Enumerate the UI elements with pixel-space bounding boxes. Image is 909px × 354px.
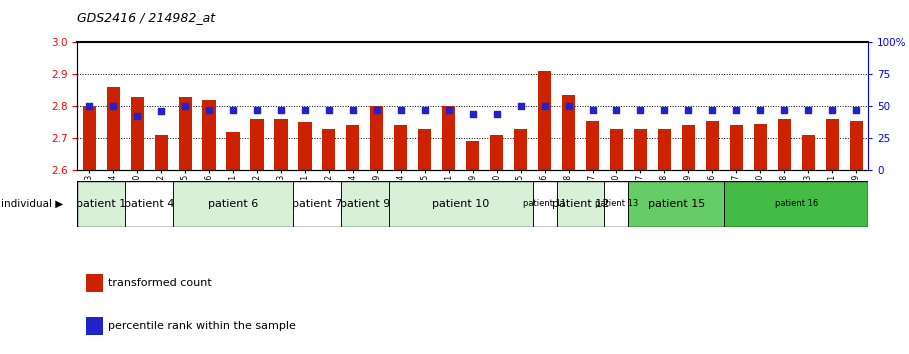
Bar	[466, 141, 479, 170]
Bar	[346, 125, 359, 170]
Point	[297, 107, 312, 113]
Bar	[298, 122, 312, 170]
Bar	[604, 181, 628, 227]
Bar	[226, 132, 240, 170]
Point	[705, 107, 720, 113]
Text: patient 1: patient 1	[76, 199, 126, 209]
Bar	[634, 129, 647, 170]
Point	[130, 114, 145, 119]
Point	[824, 107, 839, 113]
Bar	[682, 125, 695, 170]
Bar	[850, 121, 863, 170]
Bar	[125, 181, 173, 227]
Bar	[825, 119, 839, 170]
Point	[154, 108, 168, 114]
Bar	[250, 119, 264, 170]
Bar	[730, 125, 743, 170]
Text: patient 4: patient 4	[124, 199, 175, 209]
Point	[585, 107, 600, 113]
Bar	[586, 121, 599, 170]
Text: patient 7: patient 7	[292, 199, 342, 209]
Point	[417, 107, 432, 113]
Bar	[490, 135, 504, 170]
Bar	[610, 129, 623, 170]
Point	[274, 107, 288, 113]
Point	[777, 107, 792, 113]
Point	[657, 107, 672, 113]
Bar	[106, 87, 120, 170]
Point	[106, 103, 121, 109]
Point	[82, 103, 96, 109]
Bar	[777, 119, 791, 170]
Point	[250, 107, 265, 113]
Text: patient 12: patient 12	[552, 199, 609, 209]
Bar	[178, 97, 192, 170]
Point	[537, 103, 552, 109]
Bar	[533, 181, 556, 227]
Point	[442, 107, 456, 113]
Text: GDS2416 / 214982_at: GDS2416 / 214982_at	[77, 11, 215, 24]
Bar	[275, 119, 287, 170]
Bar	[155, 135, 168, 170]
Point	[225, 107, 240, 113]
Bar	[173, 181, 293, 227]
Bar	[658, 129, 671, 170]
Bar	[705, 121, 719, 170]
Point	[322, 107, 336, 113]
Bar	[538, 71, 551, 170]
Point	[753, 107, 767, 113]
Text: patient 13: patient 13	[594, 199, 638, 208]
Bar	[323, 129, 335, 170]
Point	[801, 107, 815, 113]
Bar	[77, 181, 125, 227]
Text: individual ▶: individual ▶	[1, 199, 63, 209]
Text: transformed count: transformed count	[108, 278, 212, 288]
Bar	[556, 181, 604, 227]
Text: patient 11: patient 11	[523, 199, 566, 208]
Bar	[442, 106, 455, 170]
Text: patient 10: patient 10	[432, 199, 489, 209]
Bar	[370, 106, 384, 170]
Point	[489, 111, 504, 117]
Point	[729, 107, 744, 113]
Point	[681, 107, 695, 113]
Point	[178, 103, 193, 109]
Point	[370, 107, 385, 113]
Bar	[562, 95, 575, 170]
Bar	[83, 106, 95, 170]
Point	[394, 107, 408, 113]
Text: patient 9: patient 9	[340, 199, 390, 209]
Bar	[418, 129, 432, 170]
Bar	[754, 124, 767, 170]
Text: patient 6: patient 6	[208, 199, 258, 209]
Text: patient 16: patient 16	[774, 199, 818, 208]
Bar	[802, 135, 814, 170]
Bar	[395, 125, 407, 170]
Bar	[293, 181, 341, 227]
Bar	[203, 100, 215, 170]
Point	[514, 103, 528, 109]
Text: patient 15: patient 15	[648, 199, 705, 209]
Point	[345, 107, 360, 113]
Point	[561, 103, 575, 109]
Point	[465, 111, 480, 117]
Text: percentile rank within the sample: percentile rank within the sample	[108, 321, 296, 331]
Point	[634, 107, 648, 113]
Bar	[389, 181, 533, 227]
Point	[849, 107, 864, 113]
Point	[202, 107, 216, 113]
Point	[609, 107, 624, 113]
Bar	[724, 181, 868, 227]
Bar	[514, 129, 527, 170]
Bar	[341, 181, 389, 227]
Bar	[628, 181, 724, 227]
Bar	[131, 97, 144, 170]
